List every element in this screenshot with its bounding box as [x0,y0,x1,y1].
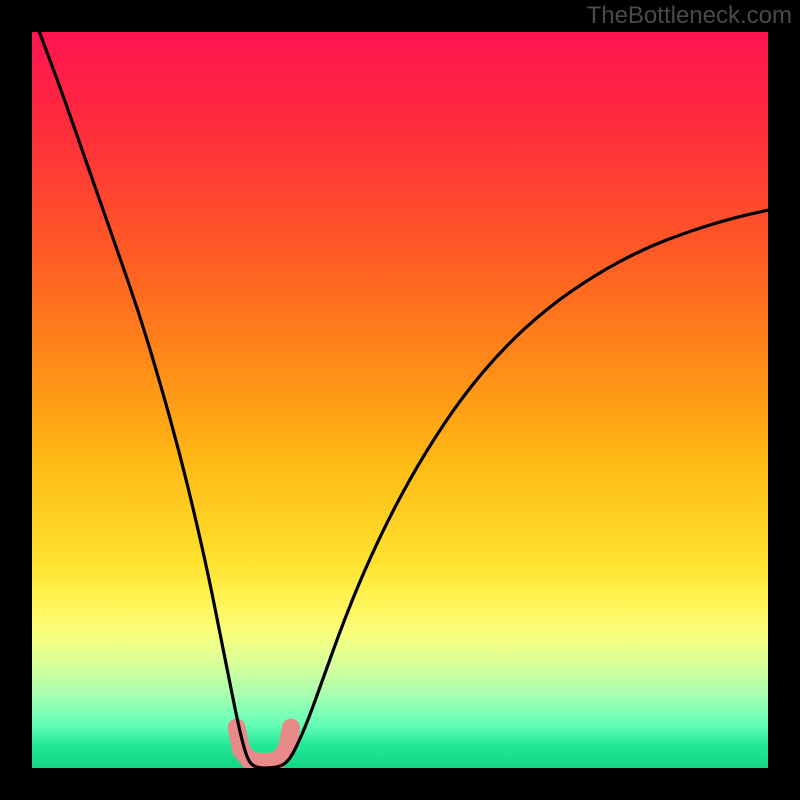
chart-root: TheBottleneck.com [0,0,800,800]
plot-area [32,32,768,768]
main-curve [39,32,768,768]
watermark-text: TheBottleneck.com [587,2,792,30]
bottleneck-curve [32,32,768,768]
